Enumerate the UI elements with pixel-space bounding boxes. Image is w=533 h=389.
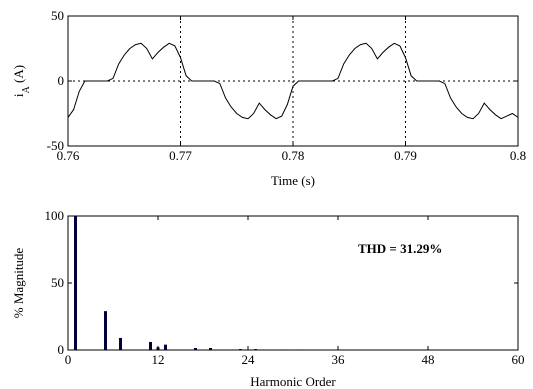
x-tick-label: 0.79	[394, 148, 417, 163]
harmonic-bar	[164, 344, 167, 350]
harmonic-bar	[104, 311, 107, 350]
harmonic-bar	[299, 349, 302, 350]
harmonic-bar	[74, 216, 77, 350]
plot-frame	[67, 215, 519, 351]
thd-annotation: THD = 31.29%	[358, 241, 442, 256]
y-tick-label: 0	[58, 342, 65, 357]
x-tick-label: 0.77	[169, 148, 192, 163]
grid	[68, 16, 518, 146]
harmonic-bar	[194, 347, 197, 350]
harmonic-bar	[254, 349, 257, 350]
x-tick-label: 0	[65, 352, 72, 367]
axis-ticks: 0 12 24 36 48 60 0 50 100	[45, 208, 525, 367]
y-tick-label: 50	[51, 275, 64, 290]
x-axis-label: Time (s)	[271, 173, 315, 188]
x-tick-label: 24	[242, 352, 256, 367]
harmonic-bar	[239, 349, 242, 350]
x-tick-label: 48	[422, 352, 435, 367]
y-tick-label: 50	[51, 8, 64, 23]
harmonic-bar	[119, 337, 122, 350]
harmonic-spectrum-chart: 0 12 24 36 48 60 0 50 100 THD = 31.29% Harmonic …	[11, 208, 525, 389]
y-tick-label: 100	[45, 208, 65, 223]
y-axis-label: iA (A)	[11, 65, 32, 97]
current-waveform-chart: 0.76 0.77 0.78 0.79 0.8 -50 0 50 Time (s) iA (A…	[11, 8, 526, 188]
series-line	[67, 42, 519, 120]
x-tick-label: 0.76	[57, 148, 80, 163]
y-axis-label: % Magnitude	[11, 248, 26, 319]
axis-ticks: 0.76 0.77 0.78 0.79 0.8 -50 0 50	[47, 8, 526, 163]
x-tick-label: 60	[512, 352, 525, 367]
x-tick-label: 12	[152, 352, 165, 367]
x-tick-label: 0.8	[510, 148, 526, 163]
y-tick-label: 0	[58, 73, 65, 88]
harmonic-bar	[284, 349, 287, 350]
x-axis-label: Harmonic Order	[250, 374, 336, 389]
harmonic-bar	[209, 347, 212, 350]
harmonic-bar	[149, 341, 152, 350]
x-tick-label: 0.78	[282, 148, 305, 163]
y-tick-label: -50	[47, 138, 64, 153]
x-tick-label: 36	[332, 352, 346, 367]
